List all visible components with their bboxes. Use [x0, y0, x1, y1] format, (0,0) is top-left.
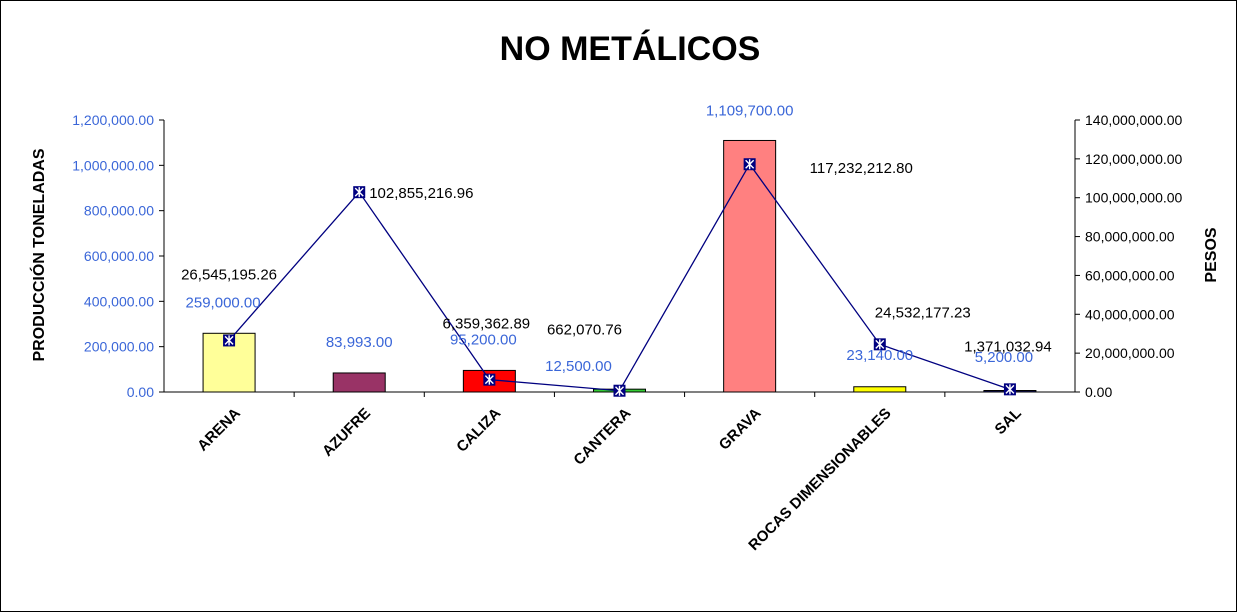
data-labels: 259,000.00 83,993.00 95,200.00 12,500.00 1,1… — [181, 102, 1052, 375]
line-marker — [613, 384, 626, 397]
bar-value-label: 12,500.00 — [545, 358, 612, 375]
left-tick-label: 1,200,000.00 — [72, 112, 154, 128]
line-series — [223, 158, 1016, 397]
left-tick-label: 200,000.00 — [84, 339, 154, 355]
right-axis-title: PESOS — [1203, 227, 1220, 282]
line-marker — [1003, 383, 1016, 396]
line-value-label: 6,359,362.89 — [443, 316, 531, 333]
line-value-label: 26,545,195.26 — [181, 266, 277, 283]
bar — [332, 372, 386, 393]
line-marker — [873, 338, 886, 351]
left-tick-label: 400,000.00 — [84, 293, 154, 309]
bar-value-label: 1,109,700.00 — [706, 102, 794, 119]
bar-value-label: 23,140.00 — [846, 347, 913, 364]
left-tick-label: 800,000.00 — [84, 203, 154, 219]
line-value-label: 102,855,216.96 — [369, 185, 473, 202]
bar-value-label: 83,993.00 — [326, 334, 393, 351]
right-tick-label: 40,000,000.00 — [1085, 306, 1175, 322]
bar — [853, 386, 907, 393]
right-tick-label: 100,000,000.00 — [1085, 190, 1183, 206]
line-marker — [353, 186, 366, 199]
bar-value-label: 5,200.00 — [975, 349, 1033, 366]
line-marker — [223, 334, 236, 347]
left-tick-label: 0.00 — [127, 384, 154, 400]
line-value-label: 117,232,212.80 — [810, 160, 913, 177]
right-tick-label: 120,000,000.00 — [1085, 151, 1183, 167]
right-tick-label: 0.00 — [1085, 384, 1112, 400]
line-marker — [483, 373, 496, 386]
bar — [723, 139, 777, 393]
left-tick-label: 600,000.00 — [84, 248, 154, 264]
line-value-label: 1,371,032.94 — [964, 338, 1052, 355]
line-value-label: 662,070.76 — [547, 322, 622, 339]
right-tick-label: 80,000,000.00 — [1085, 229, 1175, 245]
right-tick-label: 20,000,000.00 — [1085, 345, 1175, 361]
bars — [202, 139, 1037, 393]
right-tick-label: 140,000,000.00 — [1085, 112, 1183, 128]
chart-title: NO METÁLICOS — [500, 30, 761, 68]
right-tick-label: 60,000,000.00 — [1085, 267, 1175, 283]
line-marker — [743, 158, 756, 171]
bar-value-label: 95,200.00 — [450, 331, 517, 348]
left-tick-label: 1,000,000.00 — [72, 157, 154, 173]
left-axis-title: PRODUCCIÓN TONELADAS — [29, 148, 48, 361]
line-value-label: 24,532,177.23 — [875, 304, 971, 321]
bar-value-label: 259,000.00 — [186, 294, 261, 311]
